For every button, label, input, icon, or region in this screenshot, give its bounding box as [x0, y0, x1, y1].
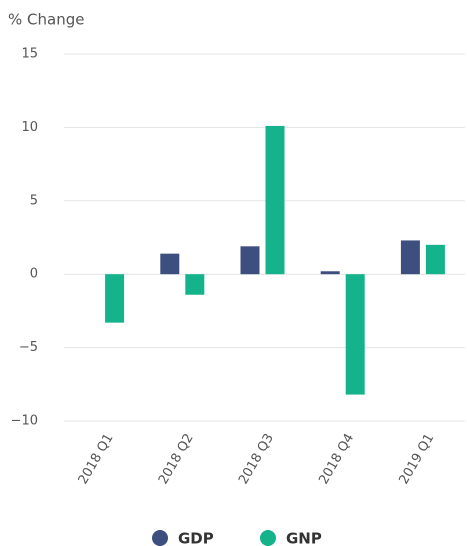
y-tick-label: 0	[30, 267, 38, 282]
bar	[240, 246, 260, 275]
y-axis-label: % Change	[8, 11, 84, 29]
legend-marker	[260, 530, 276, 546]
legend-label: GNP	[286, 530, 322, 546]
y-tick-label: 15	[21, 47, 38, 62]
y-tick-label: −5	[19, 340, 38, 355]
bar	[105, 274, 125, 323]
y-tick-label: 5	[30, 193, 38, 208]
bar	[265, 125, 285, 275]
y-tick-label: −10	[11, 414, 38, 429]
bar	[345, 274, 365, 395]
x-tick-label: 2018 Q4	[316, 431, 357, 487]
bar	[160, 253, 180, 275]
bar	[185, 274, 205, 295]
legend-marker	[152, 530, 168, 546]
x-tick-label: 2018 Q3	[236, 431, 277, 487]
bar	[400, 240, 420, 275]
x-tick-label: 2018 Q2	[156, 431, 197, 487]
x-tick-label: 2018 Q1	[76, 431, 117, 487]
y-tick-label: 10	[21, 120, 38, 135]
legend-label: GDP	[178, 530, 214, 546]
bar	[425, 244, 445, 275]
bar	[320, 271, 340, 275]
x-tick-label: 2019 Q1	[397, 431, 438, 487]
